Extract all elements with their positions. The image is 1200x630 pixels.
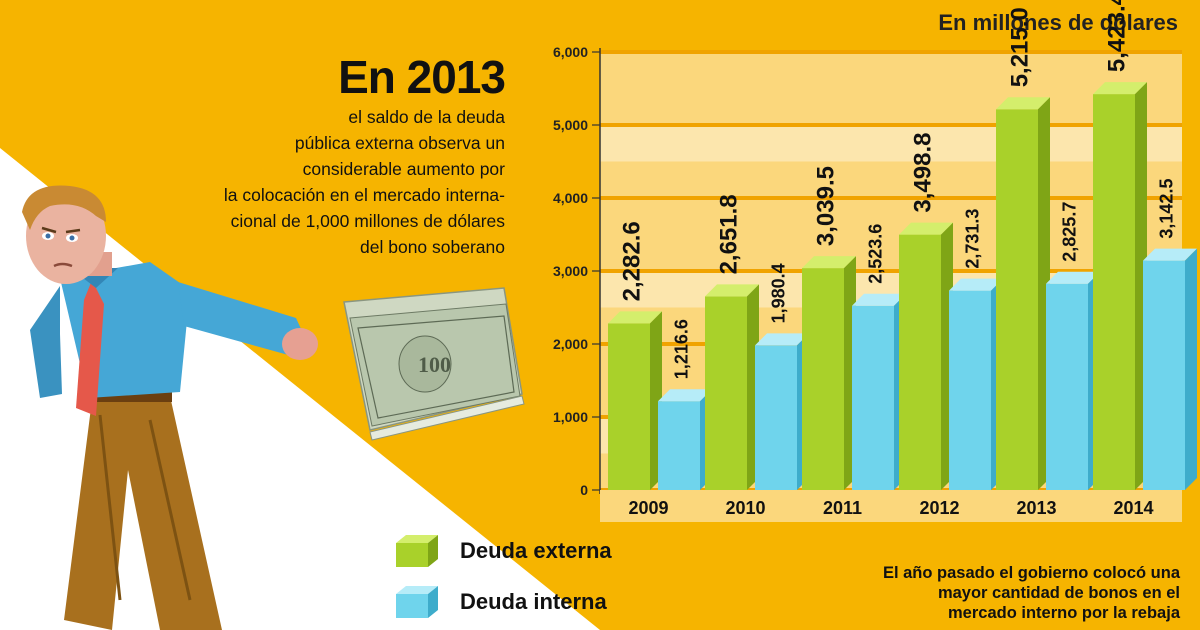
- x-tick-label: 2012: [919, 498, 959, 518]
- bar-externa: [705, 296, 747, 490]
- data-label-interna: 2,523.6: [866, 224, 886, 284]
- bar-top-externa: [705, 284, 759, 297]
- intro-text: el saldo de la deuda pública externa obs…: [223, 107, 505, 257]
- bar-top-interna: [852, 293, 906, 306]
- x-tick-label: 2011: [823, 498, 862, 518]
- data-label-externa: 3,039.5: [812, 166, 839, 246]
- banknote-stack-icon: 100: [343, 287, 525, 441]
- y-tick-label: 5,000: [553, 117, 588, 133]
- y-tick-label: 3,000: [553, 263, 588, 279]
- bar-top-externa: [996, 97, 1050, 110]
- bar-side-interna: [1185, 248, 1197, 490]
- bar-externa: [608, 323, 650, 490]
- legend-label-externa: Deuda externa: [460, 538, 612, 563]
- x-tick-label: 2014: [1113, 498, 1153, 518]
- data-label-externa: 5,215.0: [1006, 7, 1033, 87]
- legend-label-interna: Deuda interna: [460, 589, 607, 614]
- bar-top-interna: [1046, 271, 1100, 284]
- bar-top-interna: [658, 389, 712, 402]
- bar-externa: [1093, 94, 1135, 490]
- data-label-interna: 2,825.7: [1060, 202, 1080, 262]
- banknote-label: 100: [418, 352, 451, 377]
- grid-band: [600, 125, 1182, 162]
- legend-swatch-interna-icon: [396, 586, 438, 618]
- bar-interna: [755, 345, 797, 490]
- bar-top-externa: [608, 311, 662, 324]
- bar-externa: [899, 234, 941, 490]
- bar-interna: [658, 401, 700, 490]
- bar-externa: [996, 109, 1038, 491]
- y-tick-label: 2,000: [553, 336, 588, 352]
- bar-top-interna: [1143, 248, 1197, 261]
- bar-top-interna: [949, 278, 1003, 291]
- footer-note: El año pasado el gobierno colocó una may…: [882, 564, 1180, 622]
- legend-item-interna: Deuda interna: [396, 586, 607, 618]
- bar-top-externa: [1093, 82, 1147, 95]
- y-tick-label: 1,000: [553, 409, 588, 425]
- bar-interna: [949, 290, 991, 490]
- x-tick-label: 2013: [1016, 498, 1056, 518]
- data-label-externa: 3,498.8: [909, 133, 936, 213]
- x-tick-label: 2009: [628, 498, 668, 518]
- legend-swatch-externa-icon: [396, 535, 438, 567]
- bar-top-interna: [755, 333, 809, 346]
- data-label-externa: 5,423.4: [1103, 0, 1130, 72]
- bar-top-externa: [802, 256, 856, 269]
- bar-interna: [1143, 260, 1185, 490]
- data-label-interna: 1,216.6: [672, 319, 692, 379]
- y-tick-label: 6,000: [553, 44, 588, 60]
- data-label-interna: 1,980.4: [769, 263, 789, 323]
- y-tick-label: 4,000: [553, 190, 588, 206]
- y-tick-label: 0: [580, 482, 588, 498]
- bar-top-externa: [899, 222, 953, 235]
- bar-interna: [852, 305, 894, 490]
- man-illustration-icon: [22, 185, 318, 630]
- data-label-interna: 3,142.5: [1157, 179, 1177, 239]
- data-label-externa: 2,651.8: [715, 194, 742, 274]
- bar-interna: [1046, 283, 1088, 490]
- legend-item-externa: Deuda externa: [396, 535, 612, 567]
- data-label-externa: 2,282.6: [618, 221, 645, 301]
- x-axis-band: [600, 490, 1182, 522]
- unit-label: En millones de dólares: [938, 10, 1178, 35]
- bar-externa: [802, 268, 844, 490]
- data-label-interna: 2,731.3: [963, 209, 983, 269]
- x-tick-label: 2010: [725, 498, 765, 518]
- headline: En 2013: [338, 51, 506, 103]
